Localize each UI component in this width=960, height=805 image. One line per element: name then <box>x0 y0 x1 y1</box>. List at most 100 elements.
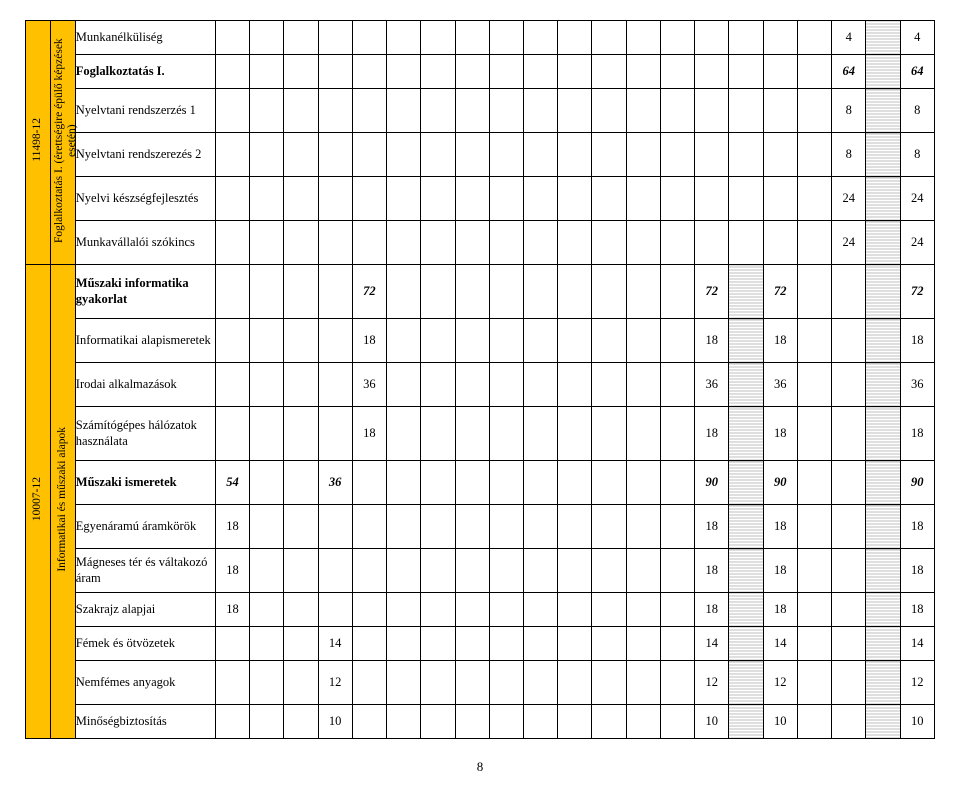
cell <box>832 593 866 627</box>
cell <box>592 319 626 363</box>
cell <box>558 319 592 363</box>
cell <box>763 21 797 55</box>
cell <box>626 177 660 221</box>
cell <box>250 221 284 265</box>
cell <box>352 133 386 177</box>
cell <box>215 265 249 319</box>
cell <box>695 133 729 177</box>
cell <box>558 221 592 265</box>
cell <box>695 221 729 265</box>
cell <box>523 319 557 363</box>
table-row: Informatikai alapismeretek18181818 <box>26 319 935 363</box>
cell <box>695 21 729 55</box>
cell: 8 <box>900 133 934 177</box>
row-label: Munkavállalói szókincs <box>75 221 215 265</box>
cell <box>318 505 352 549</box>
cell <box>489 549 523 593</box>
cell <box>318 177 352 221</box>
cell <box>455 461 489 505</box>
cell: 8 <box>832 89 866 133</box>
cell <box>284 407 318 461</box>
cell: 18 <box>695 407 729 461</box>
cell <box>215 55 249 89</box>
table-row: Nyelvi készségfejlesztés2424 <box>26 177 935 221</box>
row-label: Mágneses tér és váltakozó áram <box>75 549 215 593</box>
cell <box>284 461 318 505</box>
cell <box>250 627 284 661</box>
cell <box>421 55 455 89</box>
cell <box>489 661 523 705</box>
cell <box>455 705 489 739</box>
cell <box>660 319 694 363</box>
cell <box>489 461 523 505</box>
cell <box>832 363 866 407</box>
cell <box>660 133 694 177</box>
cell <box>250 21 284 55</box>
cell <box>421 505 455 549</box>
cell <box>215 177 249 221</box>
cell <box>387 89 421 133</box>
cell <box>215 221 249 265</box>
cell <box>866 505 900 549</box>
cell <box>797 55 831 89</box>
cell <box>695 89 729 133</box>
row-label: Munkanélküliség <box>75 21 215 55</box>
cell <box>523 55 557 89</box>
cell <box>832 705 866 739</box>
cell <box>866 319 900 363</box>
table-row: 11498-12Foglalkoztatás I. (érettségire é… <box>26 21 935 55</box>
cell <box>455 133 489 177</box>
cell: 18 <box>215 593 249 627</box>
cell <box>832 265 866 319</box>
cell <box>387 133 421 177</box>
cell <box>387 21 421 55</box>
cell <box>660 177 694 221</box>
cell <box>558 627 592 661</box>
cell <box>250 319 284 363</box>
cell <box>832 661 866 705</box>
cell <box>626 593 660 627</box>
cell <box>523 221 557 265</box>
cell <box>866 407 900 461</box>
cell <box>215 705 249 739</box>
cell <box>729 265 763 319</box>
cell <box>523 705 557 739</box>
cell <box>729 55 763 89</box>
cell <box>797 221 831 265</box>
cell <box>455 593 489 627</box>
cell <box>284 265 318 319</box>
cell <box>455 407 489 461</box>
cell: 90 <box>763 461 797 505</box>
cell <box>832 549 866 593</box>
module-code-text: 11498-12 <box>29 112 46 168</box>
cell <box>523 89 557 133</box>
cell <box>592 21 626 55</box>
cell: 8 <box>900 89 934 133</box>
row-label: Irodai alkalmazások <box>75 363 215 407</box>
cell <box>284 55 318 89</box>
table-row: Fémek és ötvözetek14141414 <box>26 627 935 661</box>
table-row: Szakrajz alapjai18181818 <box>26 593 935 627</box>
cell <box>797 177 831 221</box>
cell <box>387 549 421 593</box>
cell <box>250 705 284 739</box>
cell <box>797 319 831 363</box>
cell <box>318 21 352 55</box>
cell: 64 <box>832 55 866 89</box>
cell <box>592 461 626 505</box>
cell <box>660 627 694 661</box>
cell <box>558 55 592 89</box>
cell <box>421 89 455 133</box>
cell <box>489 89 523 133</box>
cell <box>318 265 352 319</box>
cell <box>284 89 318 133</box>
cell <box>352 461 386 505</box>
cell <box>318 407 352 461</box>
cell: 36 <box>318 461 352 505</box>
cell <box>660 21 694 55</box>
cell <box>455 177 489 221</box>
cell <box>387 363 421 407</box>
cell <box>626 363 660 407</box>
cell <box>592 177 626 221</box>
table-row: Nyelvtani rendszerezés 288 <box>26 133 935 177</box>
